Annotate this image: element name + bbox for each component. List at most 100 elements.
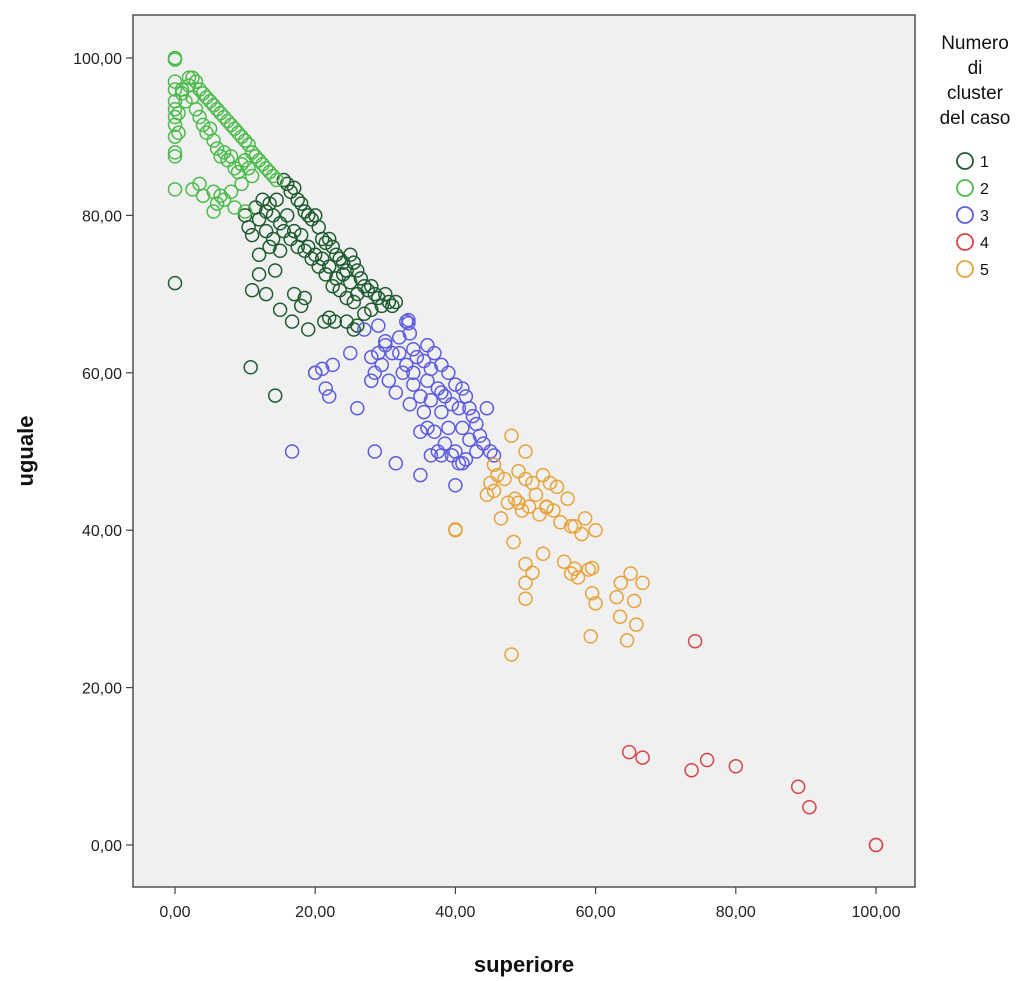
data-point [167, 275, 183, 291]
data-point [234, 156, 249, 172]
data-point [577, 511, 593, 526]
data-point [388, 385, 404, 400]
data-point [584, 585, 600, 601]
data-point [479, 400, 495, 416]
data-point [511, 495, 526, 510]
data-point [392, 345, 407, 361]
data-point [483, 444, 498, 459]
data-point [262, 239, 277, 255]
data-point [272, 243, 288, 259]
data-point [357, 322, 372, 337]
data-point [455, 381, 470, 396]
data-point [241, 137, 256, 152]
data-point [167, 145, 183, 160]
data-point [293, 196, 309, 211]
legend-marker [956, 152, 974, 170]
data-point [258, 204, 274, 219]
data-point [284, 444, 300, 459]
data-point [364, 349, 379, 365]
data-point [290, 192, 305, 207]
data-point [448, 478, 463, 493]
data-point [181, 70, 197, 85]
legend-title-line-4: del caso [940, 108, 1011, 129]
data-point [388, 456, 404, 471]
data-point [626, 593, 642, 609]
data-point [406, 341, 421, 357]
data-point [318, 381, 333, 396]
data-point [216, 145, 232, 160]
data-point [293, 298, 309, 314]
data-point [188, 74, 204, 89]
data-point [518, 471, 533, 487]
data-point [237, 204, 253, 219]
data-point [297, 290, 312, 306]
data-point [286, 223, 302, 239]
y-tick-label: 100,00 [73, 51, 122, 68]
data-point [265, 231, 281, 247]
data-point [213, 188, 228, 203]
legend: Numero di cluster del caso 1 2 3 4 5 [940, 33, 1011, 279]
data-point [244, 145, 260, 160]
data-point [171, 105, 186, 121]
data-point [395, 365, 411, 381]
data-point [321, 310, 337, 325]
data-point [790, 779, 806, 795]
data-point [307, 365, 323, 381]
data-point [699, 752, 715, 768]
y-tick-label: 60,00 [82, 366, 122, 383]
data-point [423, 393, 439, 408]
x-tick-label: 80,00 [716, 904, 756, 921]
data-point [237, 133, 253, 148]
data-point [171, 125, 186, 141]
data-point [267, 263, 283, 278]
data-point [209, 196, 225, 211]
x-axis-title: superiore [474, 952, 574, 977]
data-point [612, 609, 628, 625]
legend-label: 5 [980, 262, 989, 279]
data-point [284, 314, 300, 329]
data-point [535, 546, 551, 562]
data-point [868, 837, 884, 853]
data-point [350, 400, 365, 416]
data-point [350, 263, 365, 278]
data-point [553, 515, 568, 530]
data-point [500, 495, 516, 510]
data-point [167, 182, 183, 197]
data-point [357, 306, 372, 322]
plot-background [132, 14, 916, 888]
data-point [244, 282, 260, 298]
data-point [420, 420, 435, 436]
data-point [251, 247, 267, 263]
data-point [314, 231, 330, 247]
data-point [251, 267, 267, 282]
legend-title-line-3: cluster [947, 83, 1004, 104]
data-points [167, 50, 884, 853]
data-point [318, 267, 333, 282]
data-point [279, 208, 295, 223]
data-point [588, 522, 603, 538]
data-point [556, 554, 572, 569]
series-4 [621, 633, 884, 853]
data-point [490, 467, 505, 483]
y-tick-label: 80,00 [82, 208, 122, 225]
data-point [339, 290, 354, 306]
legend-label: 3 [980, 208, 989, 225]
data-point [507, 491, 523, 506]
legend-title-line-2: di [968, 58, 983, 79]
y-tick-label: 0,00 [91, 838, 122, 855]
data-point [518, 556, 533, 572]
data-point [584, 560, 600, 576]
data-point [367, 286, 383, 302]
data-point [504, 647, 519, 662]
data-point [167, 82, 183, 97]
data-point [497, 471, 512, 487]
data-point [321, 259, 337, 274]
data-point [402, 397, 418, 412]
legend-marker [956, 179, 974, 197]
data-point [378, 286, 393, 302]
data-point [353, 271, 369, 286]
data-point [455, 456, 470, 471]
data-point [371, 290, 386, 306]
data-point [406, 365, 421, 381]
